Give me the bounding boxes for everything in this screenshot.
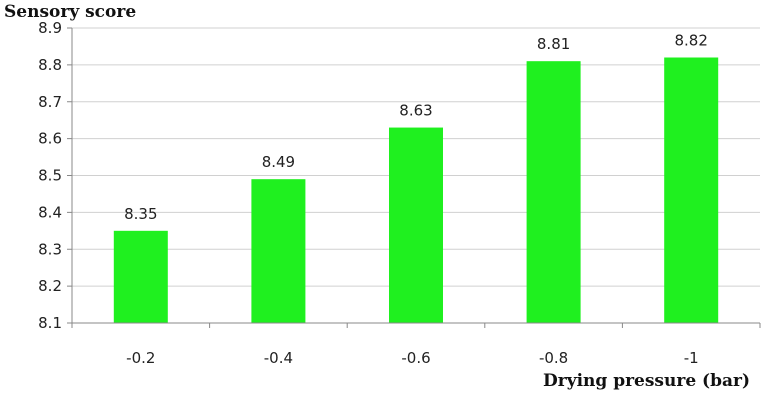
x-tick-label-2: -0.4	[264, 349, 293, 367]
x-tick-labels: -0.2 -0.4 -0.6 -0.8 -1	[71, 323, 761, 367]
data-label-4: 8.81	[537, 35, 570, 53]
y-tick-label: 8.8	[38, 56, 62, 74]
y-tick-label: 8.7	[38, 93, 62, 111]
bars	[113, 57, 719, 323]
x-tick-label-3: -0.6	[401, 349, 430, 367]
bar-5	[664, 57, 719, 323]
data-label-1: 8.35	[124, 205, 157, 223]
bar-1	[113, 230, 168, 323]
bar-2	[251, 179, 306, 323]
y-tick-label: 8.6	[38, 130, 62, 148]
y-tick-label: 8.2	[38, 277, 62, 295]
data-label-2: 8.49	[262, 153, 295, 171]
data-label-3: 8.63	[399, 102, 432, 120]
y-tick-label: 8.5	[38, 167, 62, 185]
x-axis-title: Drying pressure (bar)	[543, 371, 750, 391]
y-tick-label: 8.1	[38, 314, 62, 332]
bar-3	[389, 127, 443, 323]
data-labels: 8.35 8.49 8.63 8.81 8.82	[124, 32, 708, 223]
bar-4	[526, 61, 581, 323]
y-tick-label: 8.4	[38, 203, 62, 221]
x-tick-label-4: -0.8	[539, 349, 568, 367]
x-tick-label-1: -0.2	[126, 349, 155, 367]
data-label-5: 8.82	[674, 32, 707, 50]
x-tick-label-5: -1	[684, 349, 699, 367]
y-tick-label: 8.9	[38, 19, 62, 37]
y-tick-labels: 8.1 8.2 8.3 8.4 8.5 8.6 8.7 8.8 8.9	[38, 19, 72, 332]
y-axis-title: Sensory score	[4, 2, 136, 22]
y-tick-label: 8.3	[38, 240, 62, 258]
